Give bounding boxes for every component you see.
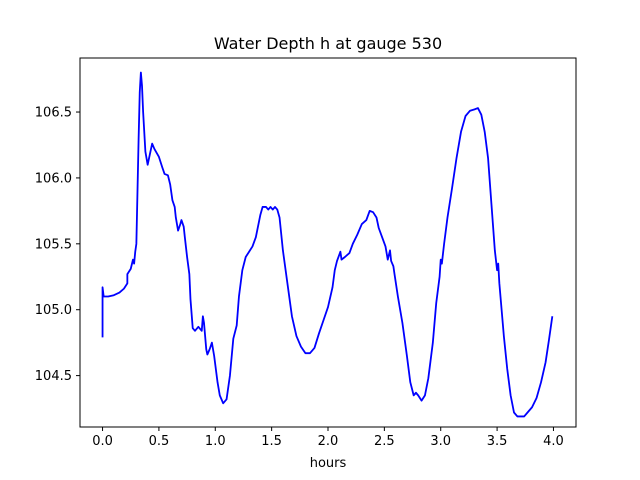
x-tick-label: 0.5 <box>149 434 170 449</box>
y-axis: 104.5 105.0 105.5 106.0 106.5 <box>35 106 80 384</box>
y-tick-label: 105.5 <box>35 237 72 252</box>
plot-area <box>101 71 554 418</box>
x-tick-label: 3.0 <box>430 434 451 449</box>
x-axis-label: hours <box>310 456 347 471</box>
x-tick-label: 2.5 <box>374 434 395 449</box>
y-tick-label: 106.0 <box>35 171 72 186</box>
x-tick-label: 2.0 <box>318 434 339 449</box>
x-tick-label: 1.5 <box>261 434 282 449</box>
x-tick-label: 4.0 <box>543 434 564 449</box>
y-tick-label: 106.5 <box>35 106 72 121</box>
chart-title: Water Depth h at gauge 530 <box>214 34 442 53</box>
x-tick-label: 1.0 <box>205 434 226 449</box>
x-tick-label: 0.0 <box>92 434 113 449</box>
series-line-0 <box>101 71 554 418</box>
x-tick-label: 3.5 <box>487 434 508 449</box>
y-tick-label: 104.5 <box>35 369 72 384</box>
x-axis: 0.0 0.5 1.0 1.5 2.0 2.5 3.0 3.5 4.0 <box>92 427 564 449</box>
y-tick-label: 105.0 <box>35 303 72 318</box>
